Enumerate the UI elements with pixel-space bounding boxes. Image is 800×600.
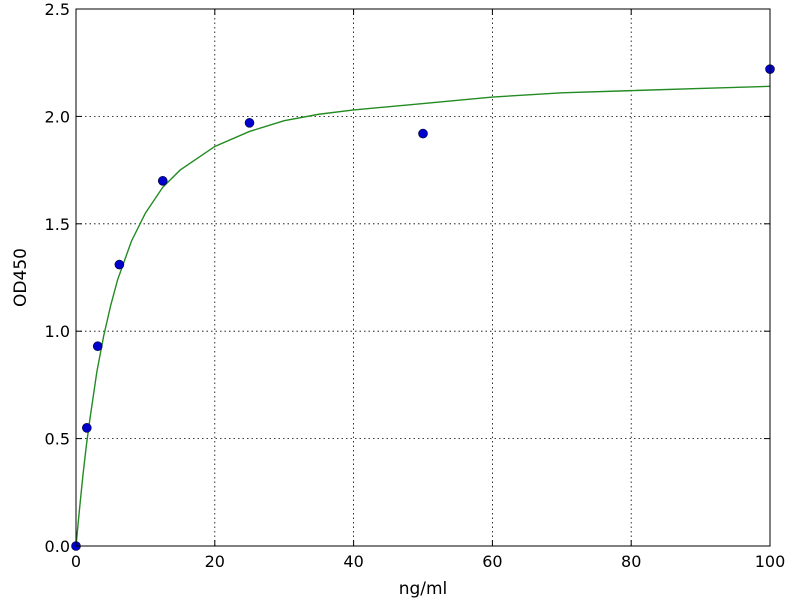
data-point <box>244 118 255 128</box>
y-tick-label: 0.0 <box>45 537 70 556</box>
y-tick-label: 2.5 <box>45 0 70 19</box>
data-point <box>157 176 168 186</box>
grid-lines <box>76 9 770 546</box>
data-point <box>418 128 428 139</box>
axis-ticks: 0 20 40 60 80 100 0.0 0.5 1.0 1.5 2.0 2.5 <box>45 0 786 571</box>
y-axis-label: OD450 <box>11 248 31 307</box>
x-tick-label: 20 <box>205 552 225 571</box>
series-layer <box>71 64 775 551</box>
y-tick-label: 1.5 <box>45 215 70 234</box>
data-point <box>82 423 92 433</box>
plot-area <box>76 9 770 546</box>
fit-curve-line <box>75 85 771 547</box>
x-tick-label: 100 <box>755 552 786 571</box>
x-tick-label: 80 <box>621 552 641 571</box>
data-point <box>92 341 103 352</box>
y-tick-label: 2.0 <box>45 107 70 126</box>
plot-frame <box>75 8 771 547</box>
data-point <box>114 259 125 270</box>
x-axis-label: ng/ml <box>399 579 448 599</box>
x-tick-label: 40 <box>343 552 363 571</box>
y-tick-label: 1.0 <box>45 322 70 341</box>
x-tick-label: 0 <box>71 552 81 571</box>
x-tick-label: 60 <box>482 552 502 571</box>
y-tick-label: 0.5 <box>45 430 70 449</box>
